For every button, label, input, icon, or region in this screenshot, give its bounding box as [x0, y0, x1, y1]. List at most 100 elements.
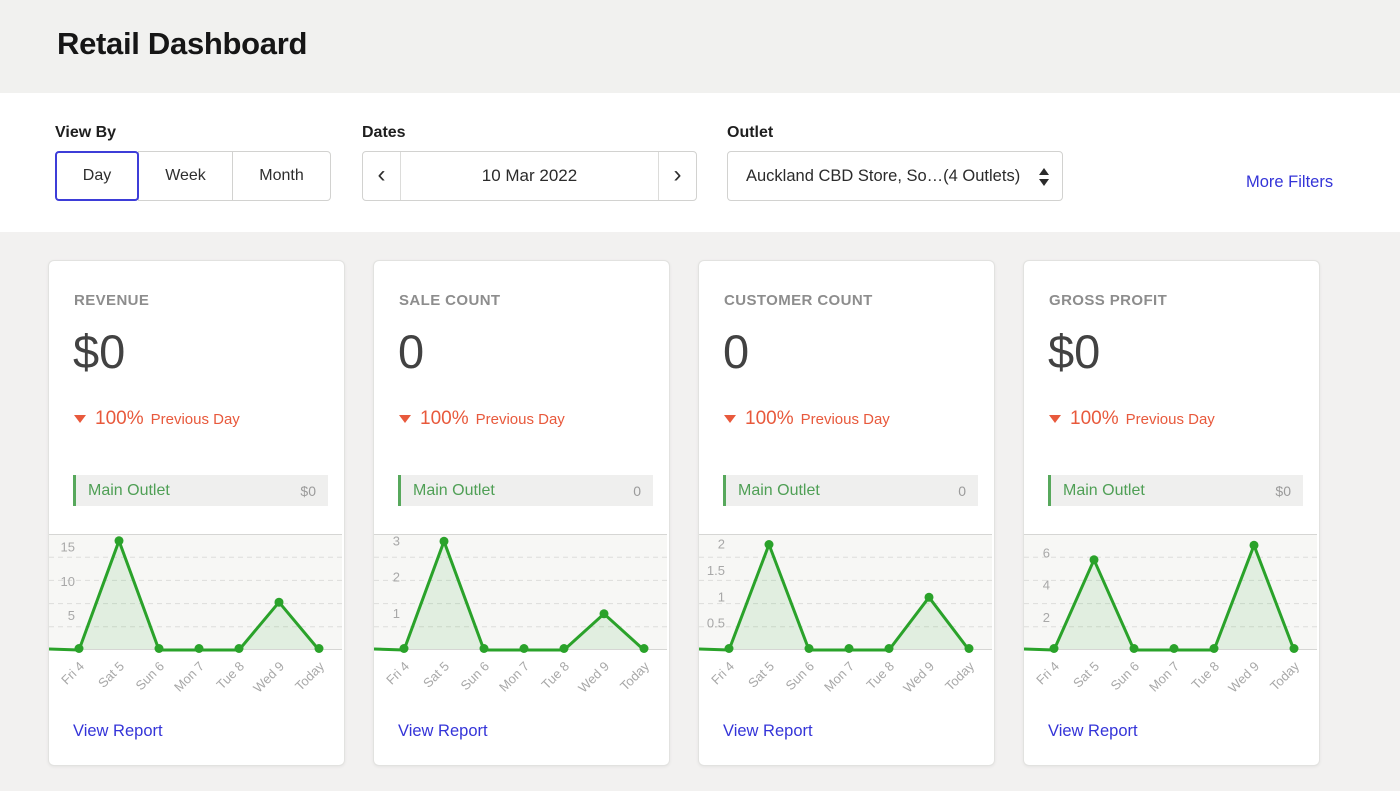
outlet-legend-value: $0 [1275, 482, 1291, 499]
svg-text:Wed 9: Wed 9 [250, 659, 287, 696]
svg-text:Fri 4: Fri 4 [58, 659, 87, 688]
svg-text:Sun 6: Sun 6 [1107, 659, 1142, 694]
outlet-legend-value: 0 [633, 482, 641, 499]
view-by-month-button[interactable]: Month [232, 151, 331, 201]
view-by-segmented-control: Day Week Month [55, 151, 331, 201]
svg-text:Today: Today [292, 658, 327, 693]
decrease-triangle-icon [399, 415, 411, 423]
svg-text:Sun 6: Sun 6 [132, 659, 167, 694]
card-title: SALE COUNT [399, 292, 501, 309]
svg-text:Tue 8: Tue 8 [1188, 659, 1222, 693]
more-filters-link[interactable]: More Filters [1246, 173, 1334, 191]
chevron-left-icon: ‹ [377, 160, 386, 188]
outlet-legend-row[interactable]: Main Outlet $0 [73, 475, 328, 506]
svg-text:Sun 6: Sun 6 [782, 659, 817, 694]
outlet-label: Outlet [727, 124, 774, 141]
svg-text:Today: Today [1267, 658, 1302, 693]
svg-text:Tue 8: Tue 8 [538, 659, 572, 693]
svg-text:Fri 4: Fri 4 [383, 659, 412, 688]
svg-text:Tue 8: Tue 8 [863, 659, 897, 693]
card-value: 0 [723, 325, 750, 378]
svg-text:Mon 7: Mon 7 [496, 659, 532, 695]
change-indicator: 100% Previous Day [1049, 408, 1215, 430]
outlet-select-value: Auckland CBD Store, So…(4 Outlets) [746, 166, 1021, 185]
svg-text:1: 1 [718, 589, 725, 604]
change-indicator: 100% Previous Day [399, 408, 565, 430]
view-by-label: View By [55, 124, 117, 141]
svg-text:Mon 7: Mon 7 [821, 659, 857, 695]
svg-text:Sat 5: Sat 5 [1070, 659, 1102, 691]
dates-label: Dates [362, 124, 406, 141]
view-report-link[interactable]: View Report [73, 722, 163, 740]
next-date-button[interactable]: › [658, 152, 696, 200]
spinner-down-icon [1039, 179, 1049, 186]
svg-text:Mon 7: Mon 7 [1146, 659, 1182, 695]
svg-text:Sun 6: Sun 6 [457, 659, 492, 694]
svg-text:Today: Today [617, 658, 652, 693]
card-title: REVENUE [74, 292, 150, 309]
decrease-triangle-icon [1049, 415, 1061, 423]
outlet-select[interactable]: Auckland CBD Store, So…(4 Outlets) [727, 151, 1063, 201]
chevron-right-icon: › [673, 160, 682, 188]
card-title: GROSS PROFIT [1049, 292, 1168, 309]
date-value[interactable]: 10 Mar 2022 [481, 166, 578, 185]
view-by-week-button[interactable]: Week [138, 151, 233, 201]
customer-count-line-chart: 0.5 1 1.5 2 Fri 4 Sat 5 Sun 6 Mon 7 Tue 8 Wed 9 To… [699, 534, 994, 708]
previous-date-button[interactable]: ‹ [363, 152, 401, 200]
change-percent: 100% [745, 408, 794, 429]
change-period: Previous Day [800, 410, 890, 428]
outlet-legend-value: 0 [958, 482, 966, 499]
svg-text:2: 2 [1043, 610, 1050, 625]
outlet-legend-name: Main Outlet [413, 481, 495, 499]
change-percent: 100% [1070, 408, 1119, 429]
svg-text:2: 2 [718, 537, 725, 552]
date-picker: ‹ 10 Mar 2022 › [362, 151, 697, 201]
card-value: $0 [1048, 325, 1101, 378]
svg-text:15: 15 [61, 540, 75, 555]
change-indicator: 100% Previous Day [724, 408, 890, 430]
svg-text:Tue 8: Tue 8 [213, 659, 247, 693]
svg-text:Wed 9: Wed 9 [1225, 659, 1262, 696]
kpi-cards-row: REVENUE $0 100% Previous Day Main Outlet… [48, 260, 1320, 766]
gross-profit-line-chart: 2 4 6 Fri 4 Sat 5 Sun 6 Mon 7 Tue 8 Wed 9 Today [1024, 534, 1319, 708]
outlet-legend-row[interactable]: Main Outlet $0 [1048, 475, 1303, 506]
view-by-day-button[interactable]: Day [55, 151, 139, 201]
svg-text:Sat 5: Sat 5 [95, 659, 127, 691]
change-percent: 100% [95, 408, 144, 429]
svg-text:Mon 7: Mon 7 [171, 659, 207, 695]
card-value: $0 [73, 325, 126, 378]
svg-text:4: 4 [1043, 578, 1050, 593]
svg-text:1: 1 [393, 606, 400, 621]
svg-text:Fri 4: Fri 4 [708, 659, 737, 688]
app-header: Retail Dashboard [0, 0, 1400, 93]
svg-text:10: 10 [61, 574, 75, 589]
outlet-legend-name: Main Outlet [88, 481, 170, 499]
svg-text:3: 3 [393, 534, 400, 548]
outlet-legend-name: Main Outlet [738, 481, 820, 499]
page-title: Retail Dashboard [57, 26, 308, 61]
svg-text:1.5: 1.5 [707, 563, 725, 578]
sale-count-line-chart: 1 2 3 Fri 4 Sat 5 Sun 6 Mon 7 Tue 8 Wed 9 Today [374, 533, 669, 708]
change-period: Previous Day [1125, 410, 1215, 428]
card-value: 0 [398, 325, 425, 378]
svg-text:Wed 9: Wed 9 [900, 659, 937, 696]
view-report-link[interactable]: View Report [398, 722, 488, 740]
svg-text:Today: Today [942, 658, 977, 693]
change-indicator: 100% Previous Day [74, 408, 240, 430]
spinner-up-icon [1039, 168, 1049, 175]
outlet-legend-value: $0 [300, 482, 316, 499]
change-period: Previous Day [150, 410, 240, 428]
gross-profit-card: GROSS PROFIT $0 100% Previous Day Main O… [1023, 260, 1320, 766]
view-report-link[interactable]: View Report [1048, 722, 1138, 740]
change-period: Previous Day [475, 410, 565, 428]
revenue-card: REVENUE $0 100% Previous Day Main Outlet… [48, 260, 345, 766]
outlet-legend-row[interactable]: Main Outlet 0 [723, 475, 978, 506]
change-percent: 100% [420, 408, 469, 429]
svg-text:Sat 5: Sat 5 [745, 659, 777, 691]
svg-text:Fri 4: Fri 4 [1033, 659, 1062, 688]
view-report-link[interactable]: View Report [723, 722, 813, 740]
svg-text:6: 6 [1043, 545, 1050, 560]
svg-text:5: 5 [68, 608, 75, 623]
sale-count-card: SALE COUNT 0 100% Previous Day Main Outl… [373, 260, 670, 766]
outlet-legend-row[interactable]: Main Outlet 0 [398, 475, 653, 506]
